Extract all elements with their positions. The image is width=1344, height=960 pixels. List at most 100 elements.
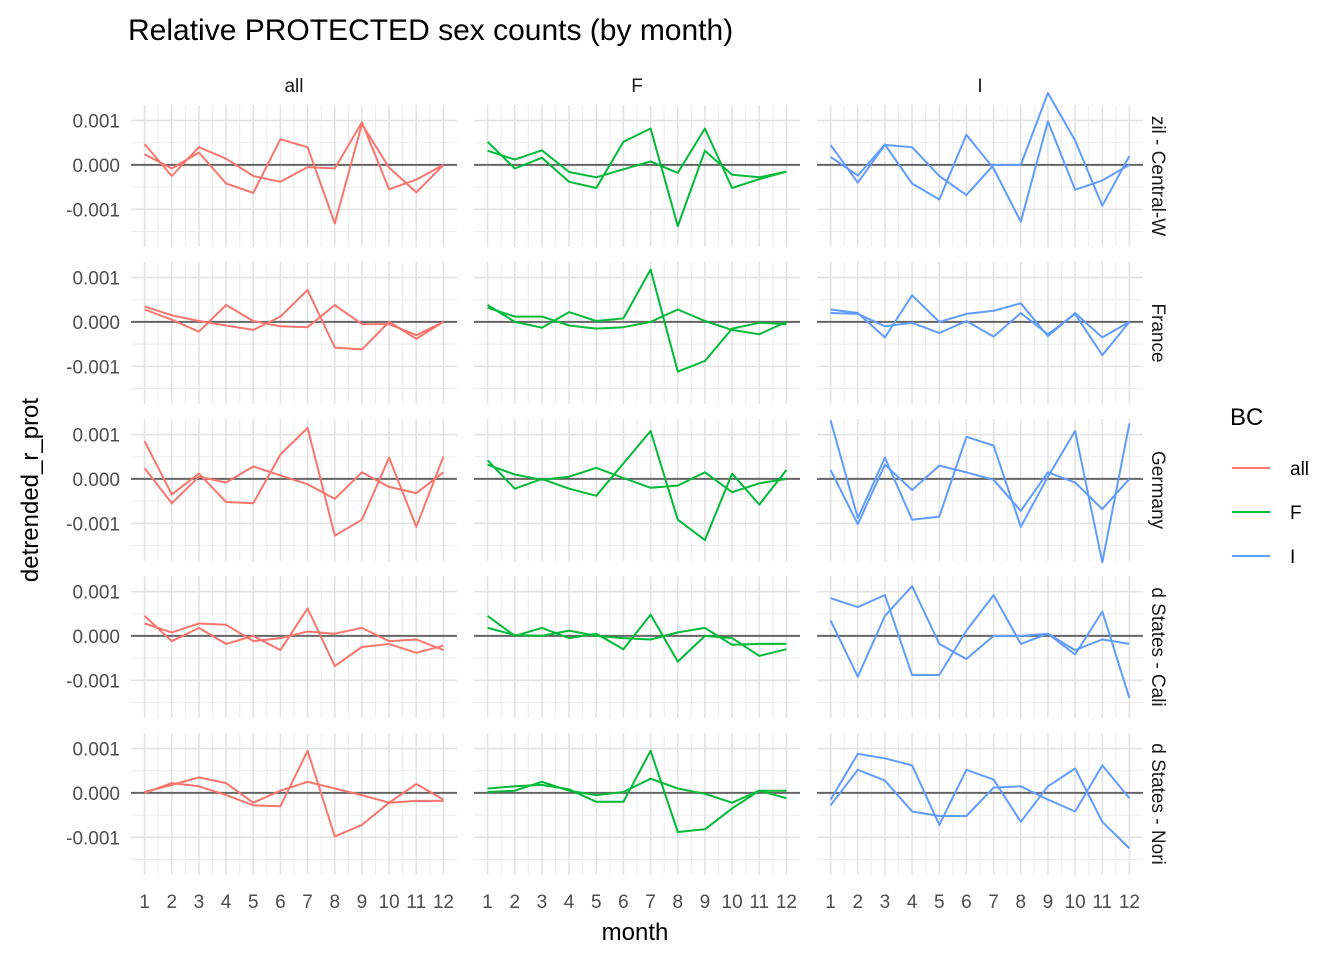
x-tick-label: 11 — [1092, 892, 1112, 913]
x-tick-label: 7 — [988, 892, 999, 913]
row-strip-label: Germany — [1147, 451, 1168, 530]
panel — [474, 262, 800, 404]
row-strip: d States - Nori — [1147, 743, 1168, 864]
y-tick-label: -0.001 — [66, 514, 120, 535]
x-tick-label: 9 — [1043, 892, 1054, 913]
x-tick-label: 4 — [221, 892, 232, 913]
x-tick-label: 10 — [722, 892, 743, 913]
series-line-F — [487, 777, 787, 804]
x-tick-label: 12 — [433, 892, 454, 913]
legend-entry-label: I — [1290, 547, 1295, 568]
x-tick-label: 2 — [852, 892, 863, 913]
y-tick-label: -0.001 — [66, 671, 120, 692]
x-tick-label: 11 — [406, 892, 426, 913]
legend: BC all F I — [1230, 404, 1309, 568]
x-tick-label: 5 — [591, 892, 602, 913]
panel — [817, 419, 1143, 561]
series-line-I — [830, 294, 1130, 339]
series-line-I — [829, 420, 1131, 564]
y-tick-label: 0.001 — [72, 269, 120, 290]
x-tick-label: 12 — [1119, 892, 1140, 913]
series-line-F — [487, 749, 787, 833]
x-tick-label: 11 — [749, 892, 769, 913]
x-tick-label: 8 — [329, 892, 340, 913]
y-tick-label: 0.001 — [72, 112, 120, 133]
y-tick-label: -0.001 — [66, 357, 120, 378]
row-strip-label: France — [1147, 303, 1168, 362]
row-strip: d States - Cali — [1147, 587, 1168, 706]
x-tick-label: 7 — [302, 892, 313, 913]
series-line-F — [486, 127, 787, 228]
x-tick-label: 10 — [1065, 892, 1086, 913]
panel — [817, 262, 1143, 404]
series-line-all — [144, 749, 444, 838]
series-line-I — [829, 764, 1131, 817]
series-line-F — [487, 127, 787, 189]
series-line-F — [486, 430, 788, 542]
x-tick-label: 3 — [880, 892, 891, 913]
column-strip-label: F — [631, 76, 643, 97]
x-tick-label: 5 — [248, 892, 259, 913]
x-tick-label: 6 — [618, 892, 629, 913]
x-tick-label: 9 — [700, 892, 711, 913]
series-line-all — [144, 123, 445, 225]
series-line-F — [487, 613, 787, 663]
series-line-F — [487, 268, 787, 373]
series-line-all — [143, 426, 445, 537]
y-tick-label: 0.001 — [72, 583, 120, 604]
x-tick-label: 7 — [645, 892, 656, 913]
series-line-all — [144, 304, 444, 337]
y-tick-label: 0.000 — [72, 313, 120, 334]
series-line-all — [144, 289, 444, 351]
panel — [474, 419, 800, 561]
series-line-all — [143, 607, 444, 668]
y-tick-label: 0.000 — [72, 627, 120, 648]
x-tick-label: 9 — [357, 892, 368, 913]
series-line-all — [143, 121, 444, 191]
panel — [131, 576, 457, 718]
panel — [131, 105, 457, 247]
row-strip-label: d States - Nori — [1147, 743, 1168, 864]
legend-title: BC — [1230, 404, 1263, 431]
x-tick-label: 8 — [1015, 892, 1026, 913]
series-line-all — [143, 465, 445, 505]
series-line-I — [830, 312, 1131, 357]
x-tick-label: 1 — [139, 892, 150, 913]
y-tick-label: 0.001 — [72, 740, 120, 761]
row-strip: France — [1147, 303, 1168, 362]
series-line-I — [829, 585, 1130, 678]
column-strip-label: I — [977, 76, 982, 97]
x-tick-label: 10 — [379, 892, 400, 913]
panel — [474, 576, 800, 718]
x-tick-label: 1 — [482, 892, 493, 913]
x-axis-label: month — [602, 919, 669, 946]
y-tick-label: 0.001 — [72, 426, 120, 447]
row-strip: zil - Central-W — [1147, 116, 1168, 236]
y-tick-label: 0.000 — [72, 156, 120, 177]
series-line-F — [487, 626, 787, 646]
row-strip-label: d States - Cali — [1147, 587, 1168, 706]
x-tick-label: 2 — [509, 892, 520, 913]
series-line-I — [829, 463, 1131, 526]
series-line-all — [144, 776, 444, 804]
row-strip-label: zil - Central-W — [1147, 116, 1168, 236]
column-strip-label: all — [284, 76, 303, 97]
y-axis-label: detrended_r_prot — [17, 398, 44, 582]
y-tick-label: 0.000 — [72, 784, 120, 805]
x-tick-label: 4 — [907, 892, 918, 913]
row-strip: Germany — [1147, 451, 1168, 530]
x-tick-label: 5 — [934, 892, 945, 913]
panel — [817, 733, 1143, 875]
series-line-F — [487, 306, 787, 336]
panel — [474, 733, 800, 875]
panel — [131, 733, 457, 875]
x-tick-label: 3 — [194, 892, 205, 913]
series-line-I — [829, 752, 1131, 850]
panel — [131, 419, 457, 561]
x-tick-label: 6 — [275, 892, 286, 913]
y-tick-label: -0.001 — [66, 828, 120, 849]
series-line-all — [144, 622, 444, 652]
panel — [131, 262, 457, 404]
